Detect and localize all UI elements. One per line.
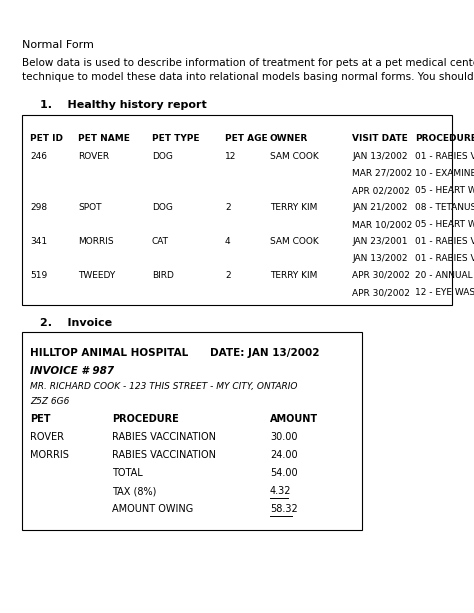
Text: VISIT DATE: VISIT DATE (352, 134, 408, 143)
Text: 05 - HEART WORM TEST: 05 - HEART WORM TEST (415, 186, 474, 195)
Text: 01 - RABIES VACCINATION: 01 - RABIES VACCINATION (415, 152, 474, 161)
Text: Below data is used to describe information of treatment for pets at a pet medica: Below data is used to describe informati… (22, 58, 474, 68)
Text: DOG: DOG (152, 203, 173, 212)
Text: JAN 13/2002: JAN 13/2002 (352, 254, 408, 263)
Text: 58.32: 58.32 (270, 504, 298, 514)
Text: 30.00: 30.00 (270, 432, 298, 442)
Text: 298: 298 (30, 203, 47, 212)
Text: ROVER: ROVER (30, 432, 64, 442)
Text: 20 - ANNUAL CHECK UP: 20 - ANNUAL CHECK UP (415, 271, 474, 280)
Bar (22, 332, 362, 530)
Text: RABIES VACCINATION: RABIES VACCINATION (112, 432, 216, 442)
Text: SPOT: SPOT (78, 203, 101, 212)
Text: APR 30/2002: APR 30/2002 (352, 271, 410, 280)
Text: INVOICE # 987: INVOICE # 987 (30, 366, 114, 376)
Text: 2: 2 (225, 271, 231, 280)
Text: OWNER: OWNER (270, 134, 308, 143)
Text: APR 02/2002: APR 02/2002 (352, 186, 410, 195)
Text: 08 - TETANUS VACCINATION: 08 - TETANUS VACCINATION (415, 203, 474, 212)
Text: HILLTOP ANIMAL HOSPITAL: HILLTOP ANIMAL HOSPITAL (30, 348, 188, 358)
Text: PET: PET (30, 414, 51, 424)
Text: SAM COOK: SAM COOK (270, 237, 319, 246)
Text: 1.    Healthy history report: 1. Healthy history report (40, 100, 207, 110)
Text: 01 - RABIES VACCINATION: 01 - RABIES VACCINATION (415, 237, 474, 246)
Text: MORRIS: MORRIS (30, 450, 69, 460)
Text: 2: 2 (225, 203, 231, 212)
Text: TAX (8%): TAX (8%) (112, 486, 156, 496)
Text: 4: 4 (225, 237, 231, 246)
Text: MAR 10/2002: MAR 10/2002 (352, 220, 412, 229)
Text: AMOUNT OWING: AMOUNT OWING (112, 504, 193, 514)
Text: 10 - EXAMINE and TREAT WOUND: 10 - EXAMINE and TREAT WOUND (415, 169, 474, 178)
Text: MAR 27/2002: MAR 27/2002 (352, 169, 412, 178)
Text: 341: 341 (30, 237, 47, 246)
Text: ROVER: ROVER (78, 152, 109, 161)
Text: TERRY KIM: TERRY KIM (270, 271, 318, 280)
Text: 519: 519 (30, 271, 47, 280)
Text: 12: 12 (225, 152, 237, 161)
Text: RABIES VACCINATION: RABIES VACCINATION (112, 450, 216, 460)
Text: PET TYPE: PET TYPE (152, 134, 200, 143)
Text: TWEEDY: TWEEDY (78, 271, 115, 280)
Text: MORRIS: MORRIS (78, 237, 114, 246)
Text: DOG: DOG (152, 152, 173, 161)
Text: PROCEDURE: PROCEDURE (112, 414, 179, 424)
Text: PET NAME: PET NAME (78, 134, 130, 143)
Text: 246: 246 (30, 152, 47, 161)
Text: JAN 21/2002: JAN 21/2002 (352, 203, 407, 212)
Text: SAM COOK: SAM COOK (270, 152, 319, 161)
Text: JAN 23/2001: JAN 23/2001 (352, 237, 408, 246)
Text: BIRD: BIRD (152, 271, 174, 280)
Text: TERRY KIM: TERRY KIM (270, 203, 318, 212)
Text: 24.00: 24.00 (270, 450, 298, 460)
Bar (22, 115, 452, 305)
Text: Normal Form: Normal Form (22, 40, 94, 50)
Text: TOTAL: TOTAL (112, 468, 143, 478)
Text: PET AGE: PET AGE (225, 134, 268, 143)
Text: 12 - EYE WASH: 12 - EYE WASH (415, 288, 474, 297)
Text: PROCEDURE: PROCEDURE (415, 134, 474, 143)
Text: 05 - HEART WORM TEST: 05 - HEART WORM TEST (415, 220, 474, 229)
Text: APR 30/2002: APR 30/2002 (352, 288, 410, 297)
Text: 54.00: 54.00 (270, 468, 298, 478)
Text: MR. RICHARD COOK - 123 THIS STREET - MY CITY, ONTARIO: MR. RICHARD COOK - 123 THIS STREET - MY … (30, 382, 298, 391)
Text: DATE: JAN 13/2002: DATE: JAN 13/2002 (210, 348, 319, 358)
Text: 4.32: 4.32 (270, 486, 292, 496)
Text: technique to model these data into relational models basing normal forms. You sh: technique to model these data into relat… (22, 72, 474, 82)
Text: Z5Z 6G6: Z5Z 6G6 (30, 397, 69, 406)
Text: CAT: CAT (152, 237, 169, 246)
Text: AMOUNT: AMOUNT (270, 414, 318, 424)
Text: PET ID: PET ID (30, 134, 63, 143)
Text: JAN 13/2002: JAN 13/2002 (352, 152, 408, 161)
Text: 2.    Invoice: 2. Invoice (40, 318, 112, 328)
Text: 01 - RABIES VACCINATION: 01 - RABIES VACCINATION (415, 254, 474, 263)
